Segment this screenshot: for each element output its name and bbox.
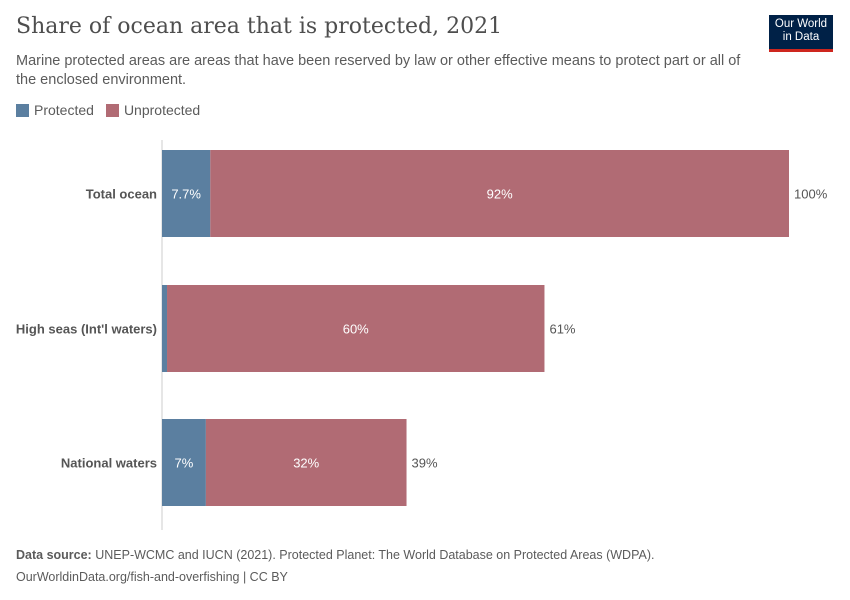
legend-item-unprotected[interactable]: Unprotected [105,102,201,118]
data-label: 92% [487,187,513,202]
legend: Protected Unprotected [16,102,200,118]
footer-url[interactable]: OurWorldinData.org/fish-and-overfishing … [16,570,288,584]
source-label: Data source: [16,548,92,562]
data-label: 7.7% [171,187,201,202]
bar-unprotected-0[interactable] [210,150,790,237]
data-label: 32% [293,456,319,471]
total-label: 100% [794,187,828,202]
legend-swatch [105,103,119,117]
total-label: 61% [549,322,575,337]
source-text: UNEP-WCMC and IUCN (2021). Protected Pla… [95,548,655,562]
legend-label: Unprotected [123,102,201,118]
category-label: High seas (Int'l waters) [16,322,157,337]
chart-title: Share of ocean area that is protected, 2… [16,14,503,39]
owid-logo[interactable]: Our World in Data [769,15,833,52]
total-label: 39% [412,456,438,471]
chart-subtitle: Marine protected areas are areas that ha… [16,53,741,88]
data-label: 7% [175,456,194,471]
legend-swatch [16,103,29,117]
category-label: National waters [61,456,157,471]
bar-protected-2[interactable] [162,419,206,506]
data-source: Data source: UNEP-WCMC and IUCN (2021). … [16,548,654,562]
category-label: Total ocean [86,187,157,202]
bar-unprotected-1[interactable] [167,285,545,372]
bar-protected-1[interactable] [162,285,168,372]
legend-label: Protected [34,102,94,118]
bar-protected-0[interactable] [162,150,211,237]
legend-item-protected[interactable]: Protected [16,102,94,118]
bar-unprotected-2[interactable] [205,419,407,506]
data-label: 60% [343,322,369,337]
